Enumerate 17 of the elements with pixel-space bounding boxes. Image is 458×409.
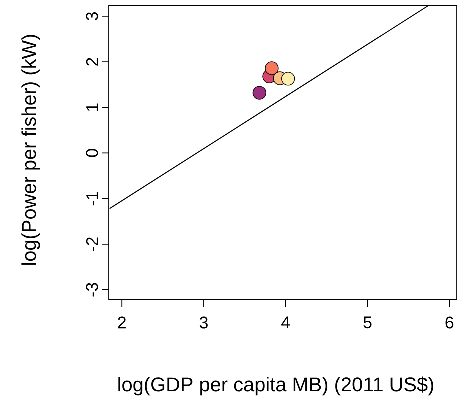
x-tick-label: 2 xyxy=(118,316,126,329)
y-axis-title: log(Power per fisher) (kW) xyxy=(22,35,40,265)
y-tick-label: 3 xyxy=(86,12,98,21)
y-tick-label: 1 xyxy=(86,104,98,112)
y-tick-label: 0 xyxy=(86,149,98,158)
y-tick-label: 2 xyxy=(86,58,98,66)
x-tick-label: 6 xyxy=(446,316,454,329)
y-tick-label: -2 xyxy=(86,238,98,252)
x-tick-label: 3 xyxy=(200,316,208,329)
x-tick-label: 5 xyxy=(364,316,372,329)
point xyxy=(252,86,267,100)
x-tick-label: 4 xyxy=(282,316,290,328)
y-tick-label: -3 xyxy=(86,283,98,297)
x-axis-title: log(GDP per capita MB) (2011 US$) xyxy=(118,376,434,396)
point xyxy=(265,62,279,76)
point xyxy=(281,72,296,86)
y-tick-label: -1 xyxy=(86,192,98,206)
